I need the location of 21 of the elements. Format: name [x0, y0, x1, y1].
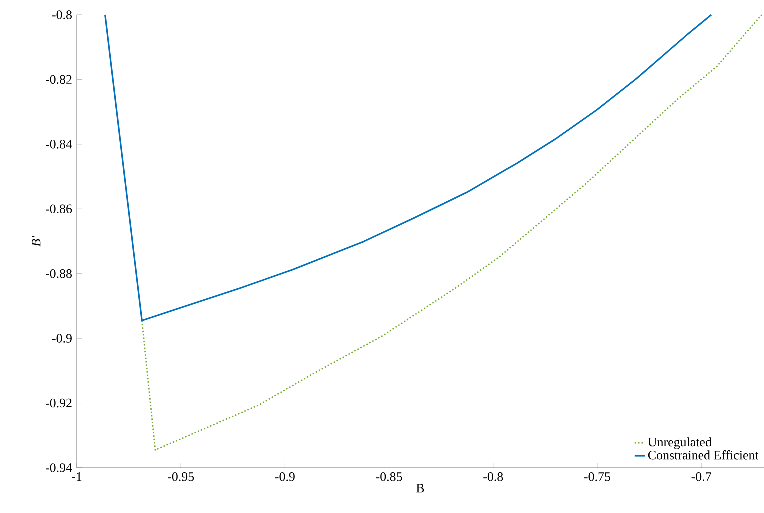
y-tick-label: -0.88: [46, 269, 72, 278]
line-series: [104, 14, 712, 322]
x-tick-label: -0.75: [584, 472, 610, 482]
y-tick-label: -0.86: [46, 204, 72, 214]
legend-label: Constrained Efficient: [648, 450, 759, 460]
y-tick-label: -0.9: [52, 334, 72, 343]
y-tick-label: -0.92: [46, 398, 72, 408]
legend-label: Unregulated: [648, 438, 712, 450]
x-tick-label: -0.85: [376, 472, 402, 482]
line-series: [141, 14, 763, 451]
y-tick-label: -0.82: [46, 75, 72, 84]
y-axis-title: B′: [32, 236, 41, 247]
x-tick-label: -0.8: [484, 472, 504, 482]
y-tick-label: -0.94: [46, 464, 72, 472]
x-tick-label: -0.9: [275, 472, 295, 482]
x-tick-label: -0.95: [168, 472, 194, 482]
x-tick-label: -1: [72, 472, 82, 482]
x-tick-label: -0.7: [692, 472, 712, 482]
y-tick-label: -0.84: [46, 140, 72, 149]
y-tick-label: -0.8: [52, 10, 72, 20]
x-axis-title: B: [416, 484, 424, 493]
